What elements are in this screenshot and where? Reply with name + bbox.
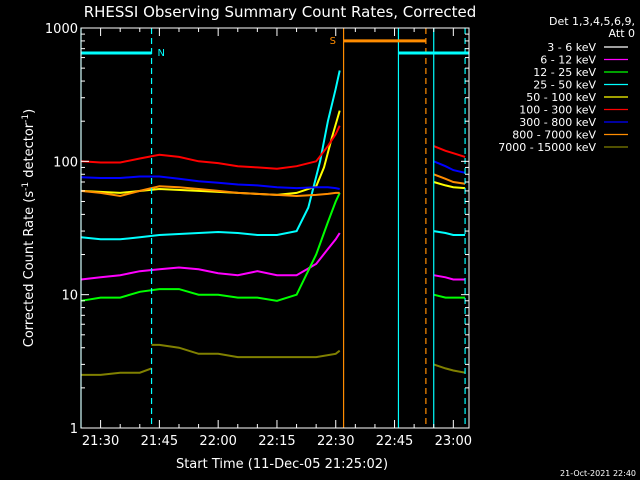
y-axis-label-suffix: detector	[22, 122, 37, 182]
y-tick-label-1: 10	[61, 289, 78, 304]
legend-label-7: 800 - 7000 keV	[512, 129, 596, 142]
series-4-segment-1	[433, 181, 466, 190]
x-tick-label-4: 22:30	[317, 434, 354, 449]
y-tick-label-3: 1000	[45, 22, 78, 37]
plot-frame	[80, 27, 470, 429]
legend-label-8: 7000 - 15000 keV	[498, 141, 596, 154]
y-axis-label-exponent-2: -1	[21, 114, 31, 123]
series-7-segment-0	[80, 185, 340, 198]
y-axis-label-prefix: Corrected Count Rate (s	[22, 191, 37, 348]
y-axis-label: Corrected Count Rate (s-1 detector-1)	[21, 109, 37, 347]
y-axis-label-exponent: -1	[21, 182, 31, 191]
series-0-segment-0	[80, 393, 153, 410]
series-5-segment-0	[80, 125, 341, 170]
y-tick-label-0: 1	[70, 422, 78, 437]
series-8-segment-2	[433, 363, 466, 374]
series-0-segment-1	[150, 279, 341, 326]
flag-layer: NS	[81, 36, 469, 59]
x-tick-label-3: 22:15	[258, 434, 295, 449]
series-0-segment-2	[433, 393, 466, 410]
series-1-segment-0	[80, 232, 341, 281]
series-8-segment-1	[151, 343, 341, 359]
generation-timestamp: 21-Oct-2021 22:40	[560, 469, 636, 478]
flag-label-1: S	[330, 36, 336, 47]
y-tick-label-2: 100	[53, 155, 78, 170]
x-tick-label-1: 21:45	[141, 434, 178, 449]
series-6-segment-1	[433, 160, 466, 174]
legend-label-2: 12 - 25 keV	[533, 66, 596, 79]
legend-label-5: 100 - 300 keV	[519, 104, 596, 117]
chart-title: RHESSI Observing Summary Count Rates, Co…	[84, 3, 477, 21]
y-axis-label-end: )	[22, 109, 37, 114]
legend-label-1: 6 - 12 keV	[540, 54, 596, 67]
series-3-segment-0	[80, 70, 341, 241]
series-3-segment-1	[433, 230, 466, 236]
series-1-segment-1	[433, 274, 466, 281]
series-7-segment-1	[433, 173, 466, 185]
series-5-segment-1	[433, 145, 466, 158]
legend-label-0: 3 - 6 keV	[547, 41, 596, 54]
legend-label-6: 300 - 800 keV	[519, 116, 596, 129]
legend-label-3: 25 - 50 keV	[533, 79, 596, 92]
legend-detectors: Det 1,3,4,5,6,9,	[549, 15, 635, 28]
x-tick-label-2: 22:00	[199, 434, 236, 449]
series-8-segment-0	[81, 367, 152, 376]
x-axis-label: Start Time (11-Dec-05 21:25:02)	[176, 457, 388, 472]
x-tick-label-0: 21:30	[82, 434, 119, 449]
axis-layer: 21:30 21:45 22:00 22:15 22:30 22:45 23:00 1 10 10…	[45, 22, 472, 449]
x-tick-label-5: 22:45	[376, 434, 413, 449]
series-2-segment-1	[433, 293, 466, 299]
series-2-segment-0	[80, 192, 341, 302]
series-layer	[80, 70, 466, 410]
legend-attenuator: Att 0	[609, 27, 635, 40]
flag-label-0: N	[158, 48, 165, 59]
series-6-segment-0	[80, 175, 340, 190]
x-tick-label-6: 23:00	[435, 434, 472, 449]
legend-label-4: 50 - 100 keV	[526, 91, 596, 104]
